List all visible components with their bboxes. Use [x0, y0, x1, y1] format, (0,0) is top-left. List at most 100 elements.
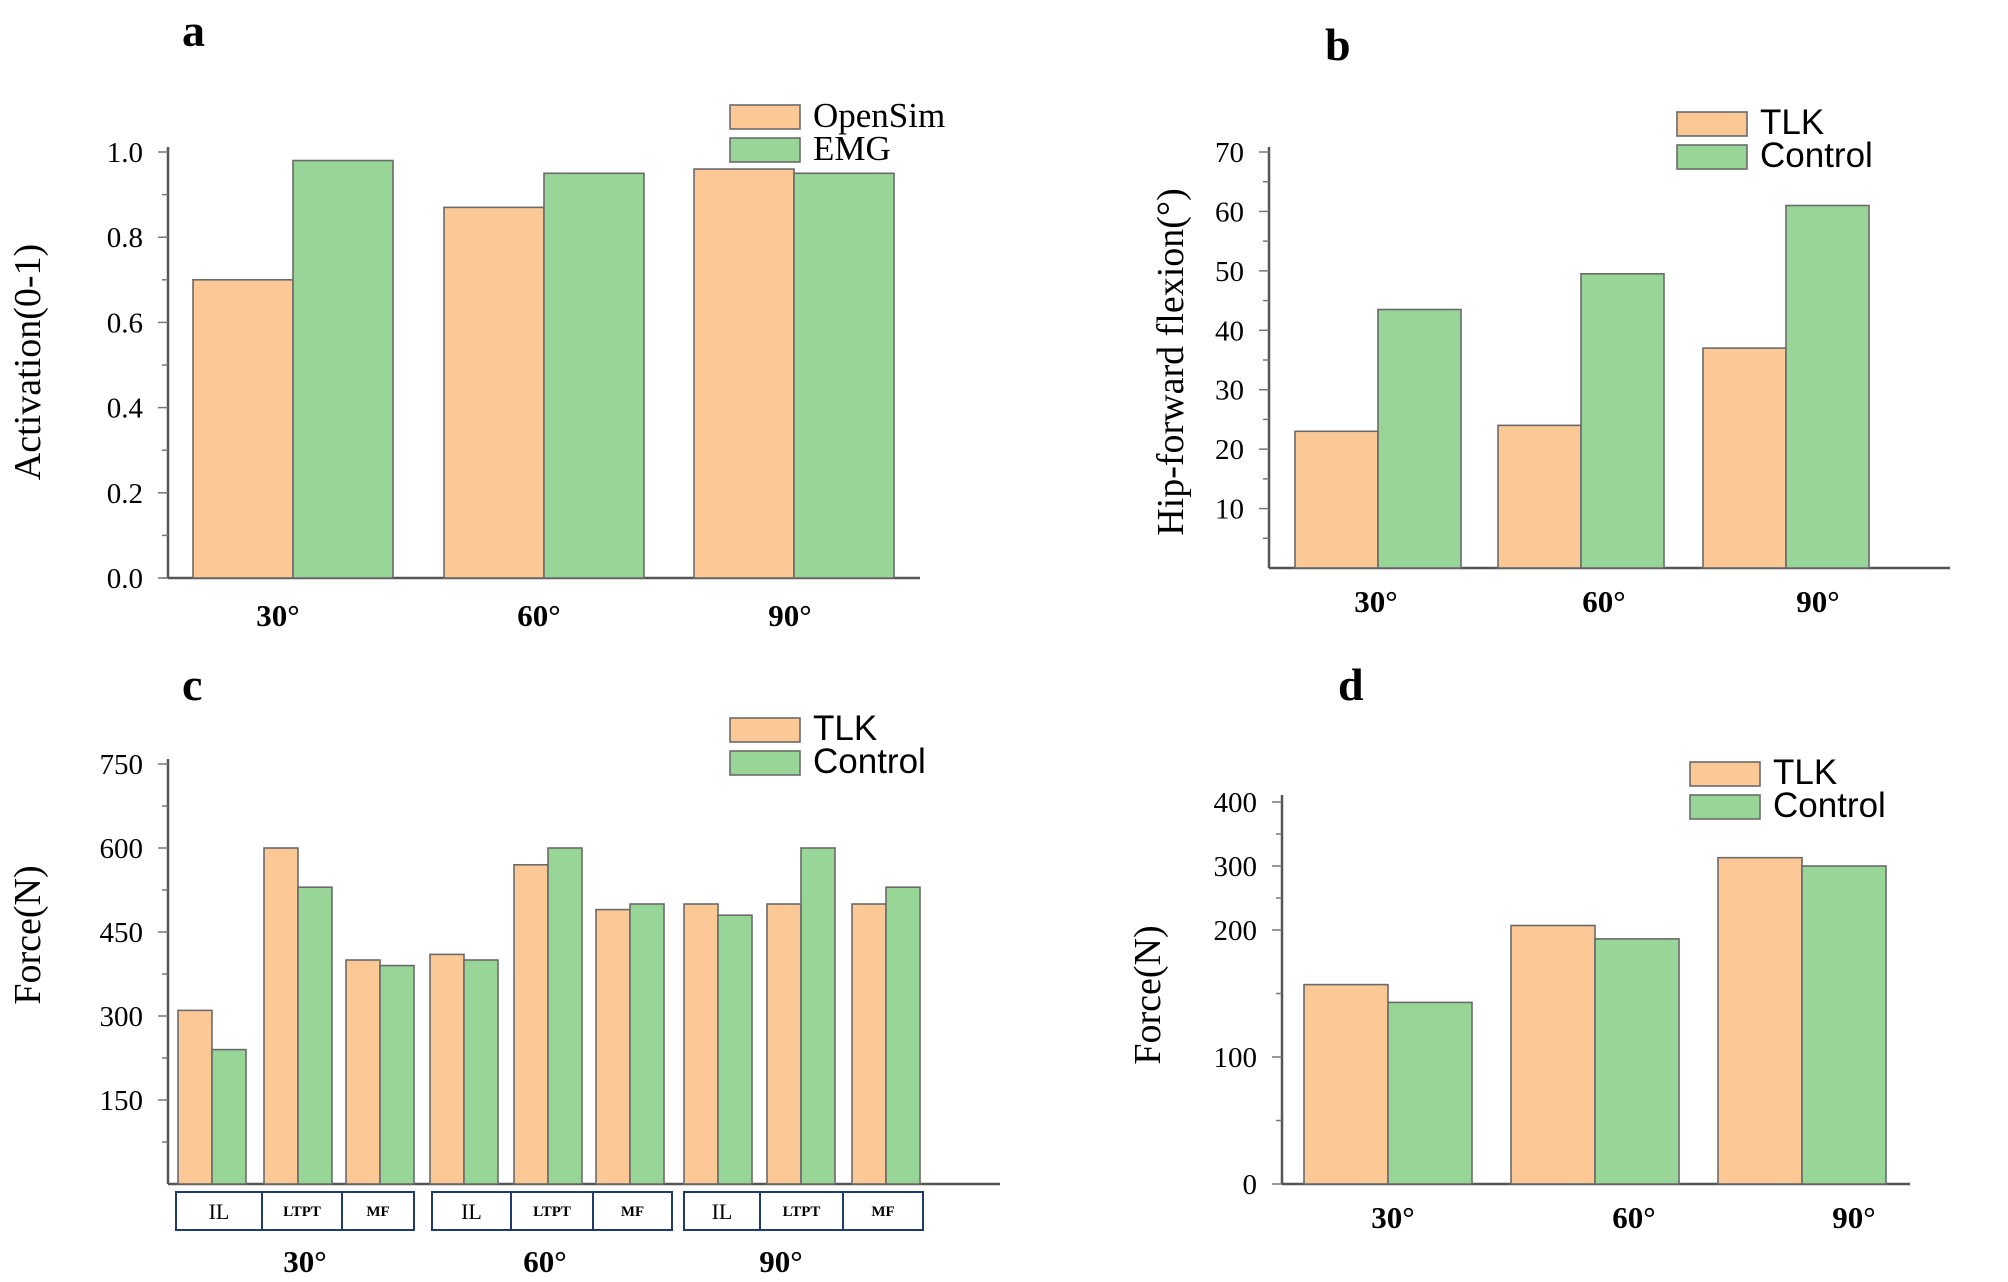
muscle-label-ltpt: LTPT [783, 1204, 821, 1220]
legend-swatch-tlk [1676, 111, 1748, 137]
bar-emg [793, 172, 895, 579]
bar-control [629, 903, 665, 1185]
bar-control [297, 886, 333, 1185]
muscle-box [592, 1191, 673, 1231]
y-tick-label: 200 [1214, 915, 1258, 947]
bar-control [1377, 308, 1462, 569]
legend-swatch-tlk [729, 717, 801, 743]
x-tick-label: 60° [1582, 584, 1625, 619]
y-tick-label: 0 [1243, 1169, 1258, 1201]
y-tick-label: 30 [1215, 375, 1244, 407]
y-tick-label: 600 [100, 833, 144, 865]
x-tick-label: 90° [768, 598, 811, 633]
bar-control [379, 964, 415, 1185]
x-tick-label: 30° [1354, 584, 1397, 619]
bar-control [211, 1048, 247, 1185]
y-tick-label: 0.8 [107, 222, 143, 254]
y-tick-label: 0.2 [107, 478, 143, 510]
bar-tlk [595, 908, 631, 1185]
y-axis-title: Hip-forward flexion(°) [1150, 188, 1192, 536]
y-tick-label: 1.0 [107, 137, 143, 169]
y-tick-label: 70 [1215, 137, 1244, 169]
muscle-label-il: IL [712, 1199, 733, 1224]
muscle-box [842, 1191, 924, 1231]
legend-label: TLK [1773, 753, 1837, 792]
muscle-label-mf: MF [871, 1204, 894, 1220]
y-axis-title: Activation(0-1) [7, 244, 49, 480]
x-tick-label: 90° [1832, 1200, 1875, 1235]
y-tick-label: 100 [1214, 1042, 1258, 1074]
legend-swatch-emg [729, 137, 801, 163]
y-axis-title: Force(N) [1127, 925, 1169, 1064]
x-group-label: 30° [283, 1244, 326, 1279]
y-tick-label: 20 [1215, 434, 1244, 466]
panel-c-chart: 150 300 450 600 750 IL LTPT MF IL LTPT MF IL LTPT MF 3… [7, 709, 1000, 1279]
bar-emg [543, 172, 645, 579]
y-tick-label: 0.0 [107, 563, 143, 595]
y-tick-label: 750 [100, 749, 144, 781]
bar-tlk [263, 847, 299, 1185]
muscle-label-mf: MF [366, 1204, 389, 1220]
panel-a-chart: 0.0 0.2 0.4 0.6 0.8 1.0 30° 60° 90° Activation(0-… [7, 96, 945, 633]
bar-tlk [345, 959, 381, 1185]
panel-b-letter: b [1325, 19, 1351, 70]
bar-tlk [1510, 924, 1596, 1185]
muscle-label-mf: MF [621, 1204, 644, 1220]
bar-tlk [1303, 983, 1389, 1185]
x-group-label: 90° [759, 1244, 802, 1279]
bar-control [1785, 204, 1870, 569]
legend-label: Control [1773, 786, 1886, 825]
panel-d-letter: d [1338, 659, 1364, 710]
bar-control [1594, 938, 1680, 1185]
y-tick-label: 60 [1215, 196, 1244, 228]
muscle-label-ltpt: LTPT [283, 1204, 321, 1220]
y-axis-title: Force(N) [7, 865, 49, 1004]
y-tick-label: 50 [1215, 256, 1244, 288]
y-tick-label: 0.4 [107, 393, 144, 425]
y-tick-label: 300 [100, 1001, 144, 1033]
bar-control [1580, 273, 1665, 569]
legend-swatch-control [729, 750, 801, 776]
bar-opensim [443, 206, 545, 579]
y-tick-label: 450 [100, 917, 144, 949]
y-tick-label: 400 [1214, 787, 1258, 819]
x-group-label: 60° [523, 1244, 566, 1279]
x-tick-label: 60° [517, 598, 560, 633]
bar-tlk [429, 953, 465, 1185]
bar-tlk [1702, 347, 1787, 569]
y-tick-label: 150 [100, 1085, 144, 1117]
x-tick-label: 90° [1796, 584, 1839, 619]
panel-b-chart: 10 20 30 40 50 60 70 30° 60° 90° Hip-forward flexi… [1150, 103, 1950, 619]
bar-control [463, 959, 499, 1185]
bar-control [885, 886, 921, 1185]
bar-tlk [1717, 856, 1803, 1185]
bar-control [717, 914, 753, 1185]
bar-tlk [766, 903, 802, 1185]
legend-swatch-control [1676, 144, 1748, 170]
y-tick-label: 40 [1215, 315, 1244, 347]
muscle-box [341, 1191, 415, 1231]
panel-c-letter: c [182, 659, 202, 710]
bar-tlk [851, 903, 887, 1185]
legend-swatch-opensim [729, 104, 801, 130]
x-tick-label: 30° [256, 598, 299, 633]
bar-tlk [683, 903, 719, 1185]
y-tick-label: 300 [1214, 851, 1258, 883]
x-tick-label: 60° [1612, 1200, 1655, 1235]
legend-swatch-control [1689, 794, 1761, 820]
legend-label: TLK [1760, 103, 1824, 142]
y-tick-label: 0.6 [107, 307, 143, 339]
panel-a-letter: a [182, 5, 205, 56]
bar-tlk [177, 1009, 213, 1185]
bar-emg [292, 159, 394, 579]
legend-label: Control [1760, 136, 1873, 175]
bar-control [1387, 1001, 1473, 1185]
muscle-label-il: IL [461, 1199, 482, 1224]
legend-label: TLK [813, 709, 877, 748]
y-tick-label: 10 [1215, 494, 1244, 526]
legend-label: OpenSim [813, 96, 945, 135]
bar-control [547, 847, 583, 1185]
bar-tlk [1497, 424, 1582, 569]
